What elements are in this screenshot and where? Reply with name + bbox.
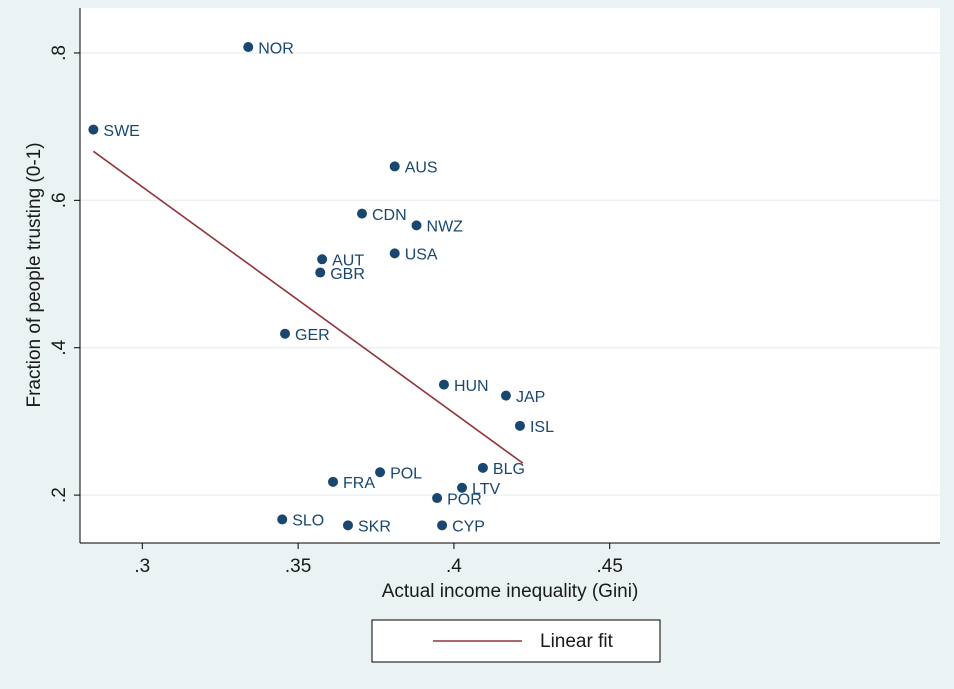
y-tick-label: .4 [49, 339, 70, 355]
point-label: HUN [454, 378, 489, 395]
point [356, 208, 367, 219]
point [477, 462, 488, 473]
point-label: CDN [372, 207, 407, 224]
x-axis-title: Actual income inequality (Gini) [382, 581, 639, 602]
point-label: AUS [405, 160, 438, 177]
x-tick-label: .3 [134, 556, 150, 577]
point-label: SWE [103, 123, 139, 140]
point-label: USA [405, 247, 438, 264]
fit-line [92, 150, 524, 464]
point-label: SKR [358, 519, 391, 536]
point [457, 482, 468, 493]
point [437, 520, 448, 531]
point [411, 220, 422, 231]
point [389, 161, 400, 172]
point-label: GER [295, 327, 330, 344]
point-label: NOR [258, 40, 294, 57]
point [438, 379, 449, 390]
point-label: POR [447, 491, 482, 508]
point [500, 390, 511, 401]
point-label: POL [390, 465, 422, 482]
point [389, 248, 400, 259]
point [315, 267, 326, 278]
y-tick-label: .8 [49, 45, 70, 61]
point [277, 514, 288, 525]
point-label: ISL [530, 419, 554, 436]
y-tick-label: .2 [49, 487, 70, 503]
point [514, 420, 525, 431]
point [280, 328, 291, 339]
point-label: NWZ [427, 219, 464, 236]
y-axis-title: Fraction of people trusting (0-1) [24, 142, 45, 407]
point-label: GBR [330, 266, 365, 283]
point [88, 124, 99, 135]
point [432, 493, 443, 504]
x-tick-label: .35 [285, 556, 311, 577]
point [328, 476, 339, 487]
point-label: BLG [493, 461, 525, 478]
point-label: CYP [452, 519, 485, 536]
point [317, 254, 328, 265]
x-tick-label: .45 [596, 556, 622, 577]
point [342, 520, 353, 531]
point [243, 42, 254, 53]
y-tick-label: .6 [49, 192, 70, 208]
point-label: FRA [343, 475, 375, 492]
point [375, 467, 386, 478]
point-label: AUT [332, 253, 364, 270]
point-label: JAP [516, 389, 545, 406]
point-label: SLO [292, 513, 324, 530]
point-label: LTV [472, 481, 500, 498]
legend-label: Linear fit [540, 631, 614, 652]
x-tick-label: .4 [446, 556, 462, 577]
